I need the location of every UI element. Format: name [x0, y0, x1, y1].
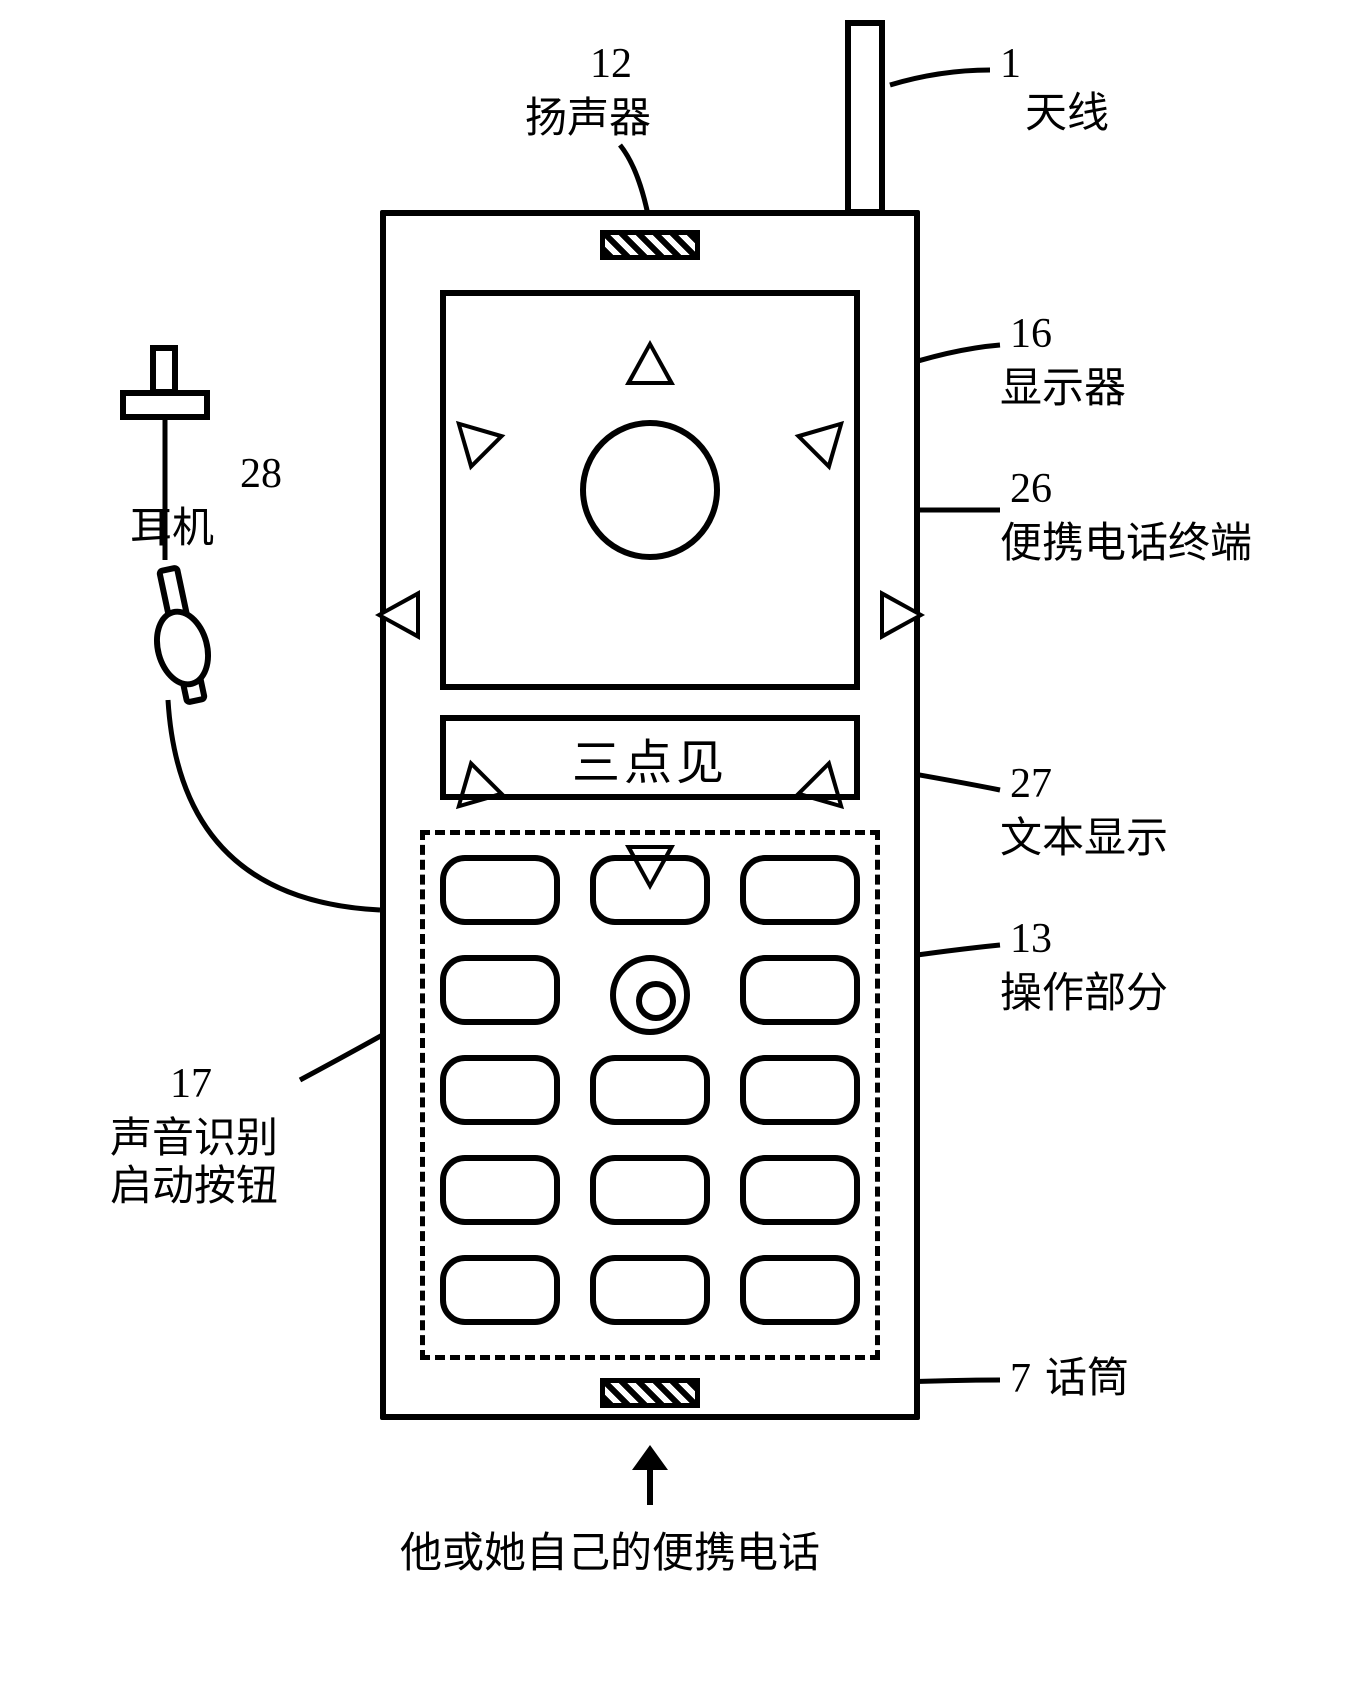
keypad-key[interactable]: [440, 1255, 560, 1325]
display-screen: [440, 290, 860, 690]
label-textdisp-num: 27: [1010, 760, 1052, 808]
text-display: 三点见: [440, 715, 860, 800]
label-speaker-text: 扬声器: [525, 95, 651, 143]
label-mic-text: 话筒: [1045, 1355, 1129, 1403]
speaker-icon: [600, 230, 700, 260]
label-operation-text: 操作部分: [1000, 970, 1168, 1018]
keypad-key[interactable]: [440, 1055, 560, 1125]
label-terminal-text: 便携电话终端: [1000, 520, 1252, 568]
caption-arrow-icon: [638, 1445, 662, 1505]
label-textdisp-text: 文本显示: [1000, 815, 1168, 863]
label-mic-num: 7: [1010, 1355, 1031, 1403]
keypad-key[interactable]: [590, 1155, 710, 1225]
keypad-key[interactable]: [440, 955, 560, 1025]
keypad-key[interactable]: [440, 1155, 560, 1225]
label-earphone-text: 耳机: [130, 505, 214, 553]
keypad-key[interactable]: [590, 1255, 710, 1325]
label-voice-num: 17: [170, 1060, 212, 1108]
label-display-num: 16: [1010, 310, 1052, 358]
label-terminal-num: 26: [1010, 465, 1052, 513]
keypad-key[interactable]: [590, 855, 710, 925]
screen-text: 三点见: [572, 723, 728, 793]
label-voice-text: 声音识别 启动按钮: [110, 1115, 370, 1212]
keypad-key[interactable]: [440, 855, 560, 925]
keypad-key[interactable]: [590, 1055, 710, 1125]
keypad-key[interactable]: [740, 955, 860, 1025]
label-speaker-num: 12: [590, 40, 632, 88]
antenna: [845, 20, 885, 215]
keypad-key[interactable]: [740, 1255, 860, 1325]
caption-text: 他或她自己的便携电话: [400, 1530, 820, 1578]
keypad-key[interactable]: [740, 855, 860, 925]
label-antenna-num: 1: [1000, 40, 1021, 88]
microphone-icon: [600, 1378, 700, 1408]
keypad-key[interactable]: [740, 1155, 860, 1225]
center-button[interactable]: [610, 955, 690, 1035]
label-display-text: 显示器: [1000, 365, 1126, 413]
diagram-canvas: 三点见 1 天线 12 扬声器 16 显示器 26 便携电话终端 27 文本显示…: [0, 0, 1367, 1701]
keypad-key[interactable]: [740, 1055, 860, 1125]
earphone-pod: [146, 602, 220, 694]
earphone-plug: [120, 390, 210, 420]
sun-icon: [490, 330, 810, 650]
label-operation-num: 13: [1010, 915, 1052, 963]
earphone-tip: [150, 345, 178, 395]
label-antenna-text: 天线: [1025, 90, 1109, 138]
label-earphone-num: 28: [240, 450, 282, 498]
